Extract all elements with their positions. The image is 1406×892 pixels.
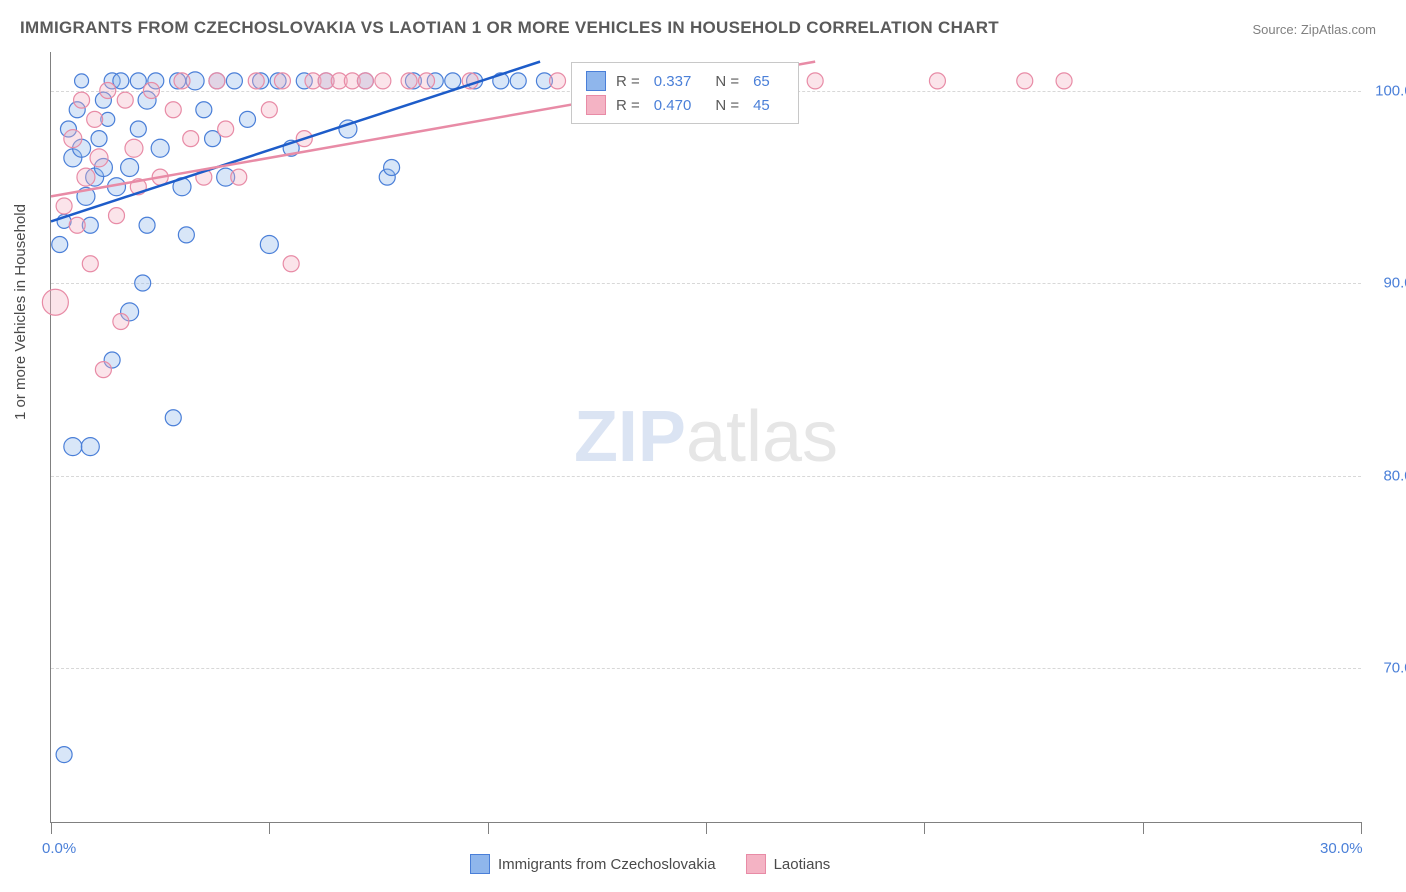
data-point [183, 131, 199, 147]
r-value: 0.337 [654, 73, 692, 90]
x-tick [1361, 822, 1362, 834]
x-tick-label: 0.0% [42, 840, 76, 857]
data-point [95, 362, 111, 378]
data-point [69, 217, 85, 233]
r-label: R = [616, 97, 640, 114]
legend-row: R = 0.470 N = 45 [586, 93, 784, 117]
data-point [357, 73, 373, 89]
data-point [178, 227, 194, 243]
data-point [109, 208, 125, 224]
n-label: N = [715, 97, 739, 114]
data-point [117, 92, 133, 108]
x-tick [269, 822, 270, 834]
data-point [42, 289, 68, 315]
legend-swatch [586, 71, 606, 91]
data-point [75, 74, 89, 88]
legend-item: Laotians [746, 854, 831, 874]
data-point [165, 410, 181, 426]
data-point [240, 111, 256, 127]
data-point [77, 168, 95, 186]
data-point [1056, 73, 1072, 89]
data-point [130, 121, 146, 137]
r-label: R = [616, 73, 640, 90]
data-point [165, 102, 181, 118]
data-point [56, 747, 72, 763]
data-point [143, 83, 159, 99]
data-point [125, 139, 143, 157]
data-point [1017, 73, 1033, 89]
data-point [510, 73, 526, 89]
n-label: N = [715, 73, 739, 90]
data-point [401, 73, 417, 89]
correlation-legend: R = 0.337 N = 65 R = 0.470 N = 45 [571, 62, 799, 124]
data-point [113, 314, 129, 330]
legend-swatch [586, 95, 606, 115]
data-point [419, 73, 435, 89]
data-point [135, 275, 151, 291]
data-point [248, 73, 264, 89]
legend-swatch [746, 854, 766, 874]
y-tick-label: 100.0% [1375, 82, 1406, 99]
data-point [52, 237, 68, 253]
data-point [196, 102, 212, 118]
data-point [121, 159, 139, 177]
legend-label: Immigrants from Czechoslovakia [498, 856, 716, 873]
data-point [209, 73, 225, 89]
data-point [283, 256, 299, 272]
data-point [261, 102, 277, 118]
y-tick-label: 70.0% [1383, 660, 1406, 677]
data-point [929, 73, 945, 89]
x-tick [706, 822, 707, 834]
data-point [74, 92, 90, 108]
data-point [807, 73, 823, 89]
y-tick-label: 90.0% [1383, 275, 1406, 292]
data-point [139, 217, 155, 233]
data-point [218, 121, 234, 137]
n-value: 45 [753, 97, 770, 114]
data-point [231, 169, 247, 185]
data-point [56, 198, 72, 214]
y-axis-label: 1 or more Vehicles in Household [12, 204, 29, 420]
legend-label: Laotians [774, 856, 831, 873]
x-tick [924, 822, 925, 834]
legend-row: R = 0.337 N = 65 [586, 69, 784, 93]
data-point [82, 256, 98, 272]
x-tick [488, 822, 489, 834]
r-value: 0.470 [654, 97, 692, 114]
series-legend: Immigrants from Czechoslovakia Laotians [470, 854, 830, 874]
n-value: 65 [753, 73, 770, 90]
data-point [550, 73, 566, 89]
data-point [90, 149, 108, 167]
data-point [81, 438, 99, 456]
x-tick-label: 30.0% [1320, 840, 1363, 857]
data-point [384, 160, 400, 176]
y-tick-label: 80.0% [1383, 467, 1406, 484]
data-point [226, 73, 242, 89]
x-tick [51, 822, 52, 834]
legend-item: Immigrants from Czechoslovakia [470, 854, 716, 874]
legend-swatch [470, 854, 490, 874]
scatter-svg [51, 52, 1361, 822]
chart-title: IMMIGRANTS FROM CZECHOSLOVAKIA VS LAOTIA… [20, 18, 999, 38]
data-point [174, 73, 190, 89]
data-point [274, 73, 290, 89]
data-point [375, 73, 391, 89]
data-point [64, 130, 82, 148]
x-tick [1143, 822, 1144, 834]
source-attribution: Source: ZipAtlas.com [1252, 22, 1376, 37]
data-point [64, 438, 82, 456]
data-point [91, 131, 107, 147]
data-point [100, 83, 116, 99]
data-point [445, 73, 461, 89]
chart-plot-area: ZIPatlas R =0.337N =65R =0.470N =45 70.0… [50, 52, 1361, 823]
data-point [260, 236, 278, 254]
data-point [87, 111, 103, 127]
data-point [151, 139, 169, 157]
